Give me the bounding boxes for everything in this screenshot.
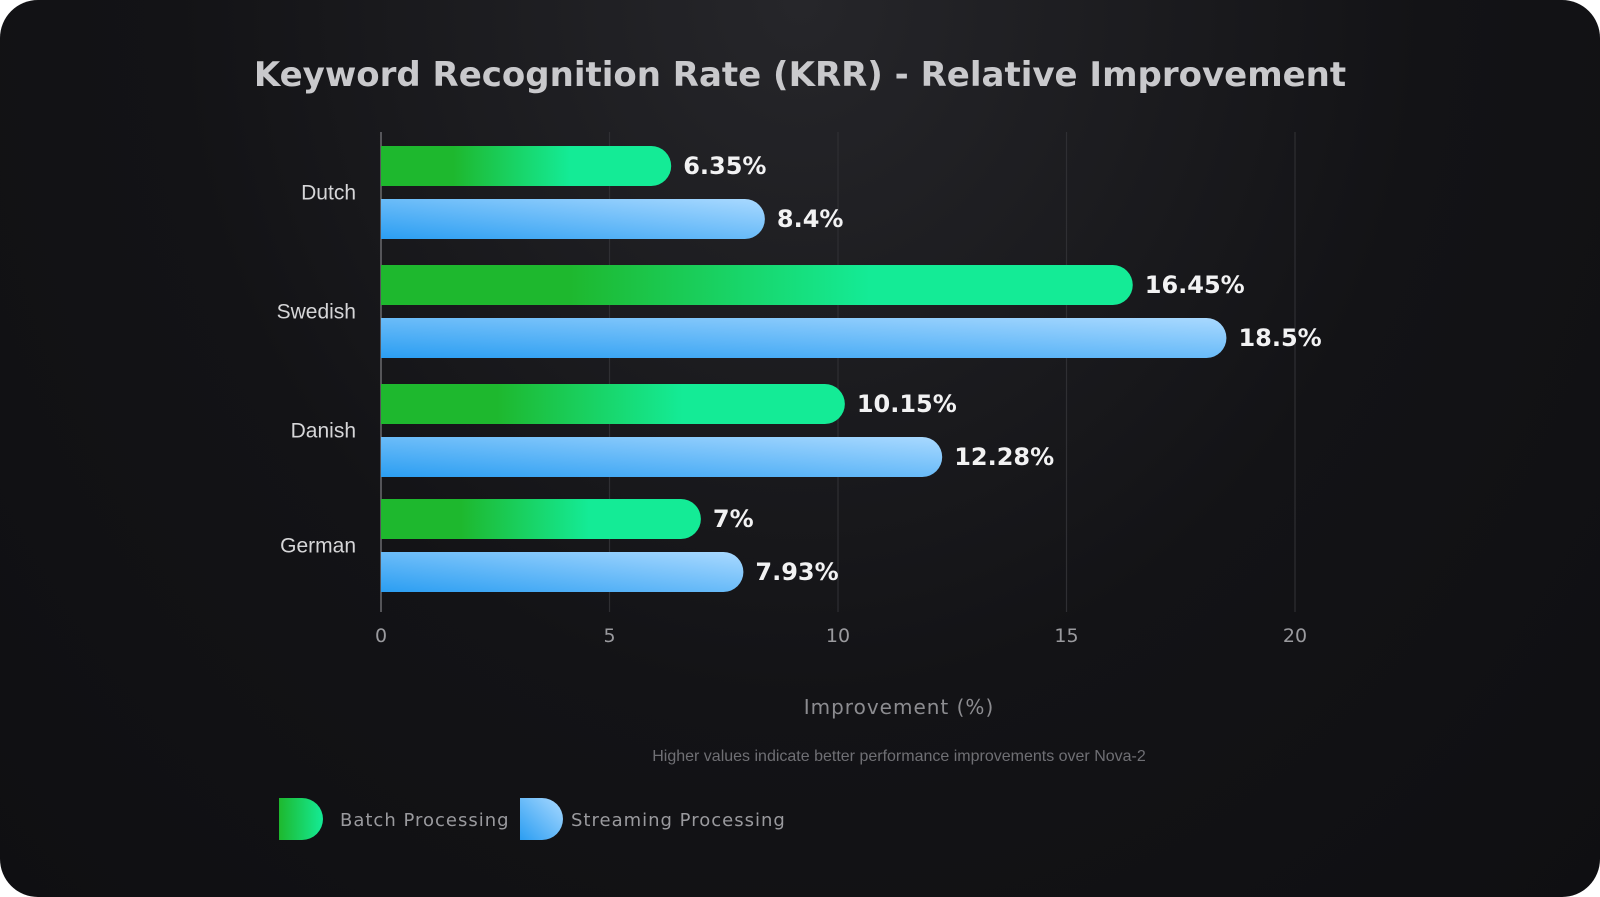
category-label: Danish xyxy=(291,420,356,443)
bar-streaming xyxy=(381,437,943,477)
bar-batch xyxy=(381,265,1133,305)
chart-title: Keyword Recognition Rate (KRR) - Relativ… xyxy=(254,55,1346,95)
x-axis-title: Improvement (%) xyxy=(804,695,995,719)
footnote: Higher values indicate better performanc… xyxy=(652,748,1146,765)
category-label: Dutch xyxy=(301,182,356,205)
x-tick-label: 20 xyxy=(1283,625,1307,647)
x-tick-label: 15 xyxy=(1054,625,1078,647)
data-label: 16.45% xyxy=(1145,271,1245,299)
bar-streaming xyxy=(381,199,765,239)
data-label: 7.93% xyxy=(755,558,838,586)
data-label: 6.35% xyxy=(683,152,766,180)
bar-streaming xyxy=(381,552,744,592)
labels: 0 5 10 15 20 Dutch 6.35% 8.4% Swedish 16.45% 18.5%… xyxy=(277,152,1322,647)
bar-batch xyxy=(381,384,845,424)
category-label: Swedish xyxy=(277,301,356,324)
legend-label-batch: Batch Processing xyxy=(340,810,510,831)
data-label: 12.28% xyxy=(954,443,1054,471)
legend-swatch-batch xyxy=(279,798,323,840)
bar-batch xyxy=(381,146,672,186)
legend-swatch-streaming xyxy=(520,798,563,840)
bar-streaming xyxy=(381,318,1227,358)
legend: Batch Processing Streaming Processing xyxy=(279,798,786,840)
legend-label-streaming: Streaming Processing xyxy=(571,810,786,831)
x-tick-label: 10 xyxy=(826,625,850,647)
data-label: 10.15% xyxy=(857,390,957,418)
data-label: 18.5% xyxy=(1238,324,1321,352)
data-label: 8.4% xyxy=(777,205,844,233)
category-label: German xyxy=(280,535,356,558)
data-label: 7% xyxy=(713,505,754,533)
bars xyxy=(381,146,1227,592)
x-tick-label: 0 xyxy=(375,625,387,647)
bar-batch xyxy=(381,499,701,539)
x-tick-label: 5 xyxy=(603,625,615,647)
